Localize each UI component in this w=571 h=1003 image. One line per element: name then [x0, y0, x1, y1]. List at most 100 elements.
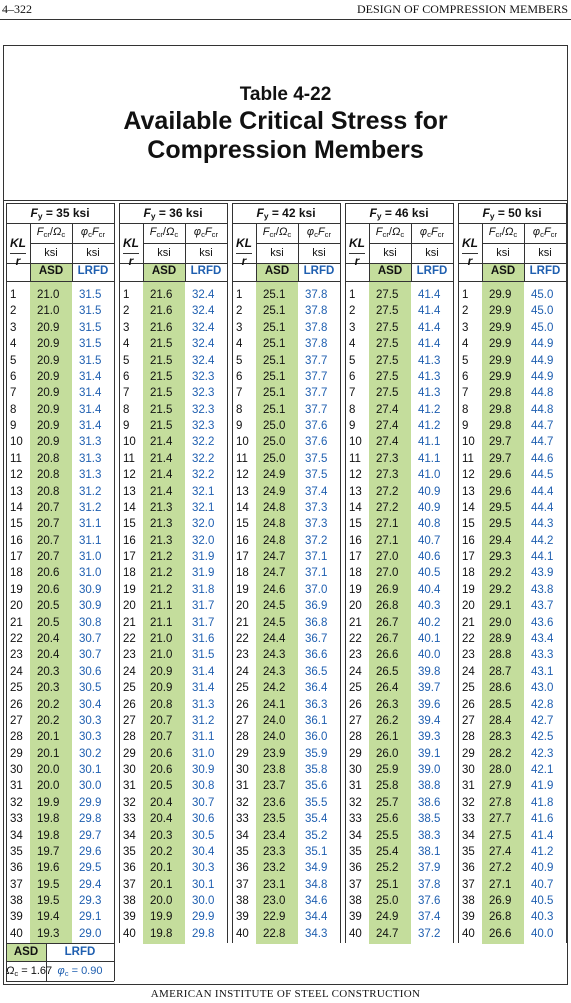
lrfd-value: 43.8: [531, 583, 554, 596]
asd-value: 23.2: [263, 862, 286, 875]
asd-value: 24.7: [263, 567, 286, 580]
rule: [345, 203, 454, 204]
asd-value: 20.0: [37, 764, 60, 777]
asd-value: 27.2: [376, 501, 399, 514]
lrfd-value: 32.3: [192, 403, 215, 416]
lrfd-value: 30.7: [79, 649, 102, 662]
asd-value: 28.4: [489, 714, 512, 727]
rule: [143, 223, 144, 281]
lrfd-value: 36.5: [305, 665, 328, 678]
kl-value: 21: [462, 616, 475, 629]
asd-value: 25.1: [263, 370, 286, 383]
kl-value: 28: [236, 731, 249, 744]
rule: [411, 223, 412, 281]
kl-value: 36: [236, 862, 249, 875]
rule: [6, 223, 115, 224]
kl-value: 13: [123, 485, 136, 498]
lrfd-value: 30.4: [79, 698, 102, 711]
lrfd-value: 30.5: [192, 829, 215, 842]
asd-value: 20.1: [37, 747, 60, 760]
lrfd-value: 32.3: [192, 420, 215, 433]
asd-value: 25.0: [263, 420, 286, 433]
kl-value: 37: [123, 878, 136, 891]
asd-value: 20.9: [37, 403, 60, 416]
asd-header: Fcr/Ωc: [149, 226, 179, 239]
lrfd-value: 43.6: [531, 616, 554, 629]
lrfd-value: 31.5: [79, 354, 102, 367]
lrfd-value: 38.6: [418, 796, 441, 809]
asd-value: 28.7: [489, 665, 512, 678]
kl-value: 9: [123, 420, 130, 433]
asd-column-fill: [143, 263, 185, 945]
lrfd-value: 37.2: [305, 534, 328, 547]
kl-value: 6: [462, 370, 469, 383]
lrfd-value: 31.2: [79, 485, 102, 498]
table-number: Table 4-22: [239, 84, 332, 105]
kl-value: 23: [462, 649, 475, 662]
r-header: r: [128, 254, 134, 268]
kl-value: 4: [236, 338, 243, 351]
lrfd-value: 36.3: [305, 698, 328, 711]
lrfd-value: 43.4: [531, 632, 554, 645]
lrfd-header: φcFcr: [532, 226, 558, 239]
kl-value: 7: [236, 387, 243, 400]
kl-value: 2: [349, 305, 356, 318]
lrfd-value: 40.4: [418, 583, 441, 596]
kl-value: 11: [236, 452, 248, 465]
asd-value: 27.4: [376, 420, 399, 433]
asd-value: 28.6: [489, 682, 512, 695]
asd-value: 27.4: [376, 436, 399, 449]
kl-value: 31: [123, 780, 136, 793]
lrfd-value: 34.3: [305, 927, 328, 940]
asd-value: 19.5: [37, 878, 60, 891]
rule: [345, 223, 454, 224]
asd-value: 20.0: [37, 780, 60, 793]
rule: [232, 203, 233, 943]
kl-value: 23: [236, 649, 249, 662]
lrfd-value: 37.4: [305, 485, 328, 498]
kl-value: 29: [123, 747, 136, 760]
asd-value: 24.1: [263, 698, 286, 711]
lrfd-header: φcFcr: [419, 226, 445, 239]
asd-value: 20.3: [150, 829, 173, 842]
asd-value: 29.8: [489, 403, 512, 416]
lrfd-value: 38.5: [418, 813, 441, 826]
lrfd-value: 40.9: [418, 501, 441, 514]
lrfd-value: 30.0: [79, 780, 102, 793]
lrfd-value: 37.5: [305, 469, 328, 482]
asd-value: 21.4: [150, 452, 173, 465]
asd-value: 20.3: [37, 682, 60, 695]
lrfd-value: 35.6: [305, 780, 328, 793]
lrfd-value: 35.1: [305, 845, 328, 858]
kl-value: 35: [349, 845, 362, 858]
lrfd-value: 37.8: [305, 321, 328, 334]
asd-value: 29.6: [489, 485, 512, 498]
asd-value: 23.7: [263, 780, 286, 793]
asd-value: 20.9: [150, 665, 173, 678]
lrfd-value: 44.3: [531, 518, 554, 531]
asd-value: 20.8: [37, 469, 60, 482]
lrfd-value: 41.4: [418, 289, 441, 301]
kl-value: 8: [10, 403, 17, 416]
lrfd-value: 41.4: [531, 829, 554, 842]
kl-value: 35: [462, 845, 475, 858]
asd-value: 20.4: [37, 649, 60, 662]
asd-value: 29.3: [489, 551, 512, 564]
lrfd-value: 31.5: [79, 289, 102, 301]
kl-value: 31: [10, 780, 23, 793]
lrfd-value: 34.9: [305, 862, 328, 875]
lrfd-value: 42.1: [531, 764, 554, 777]
kl-value: 34: [10, 829, 23, 842]
lrfd-value: 37.5: [305, 452, 328, 465]
asd-value: 27.5: [376, 289, 399, 301]
kl-value: 20: [123, 600, 136, 613]
lrfd-value: 41.3: [418, 370, 441, 383]
rule: [349, 253, 365, 254]
asd-value: 27.5: [376, 321, 399, 334]
rule: [119, 223, 228, 224]
lrfd-value: 30.9: [79, 600, 102, 613]
asd-value: 23.8: [263, 764, 286, 777]
kl-value: 28: [10, 731, 23, 744]
kl-value: 29: [10, 747, 23, 760]
kl-value: 26: [349, 698, 362, 711]
